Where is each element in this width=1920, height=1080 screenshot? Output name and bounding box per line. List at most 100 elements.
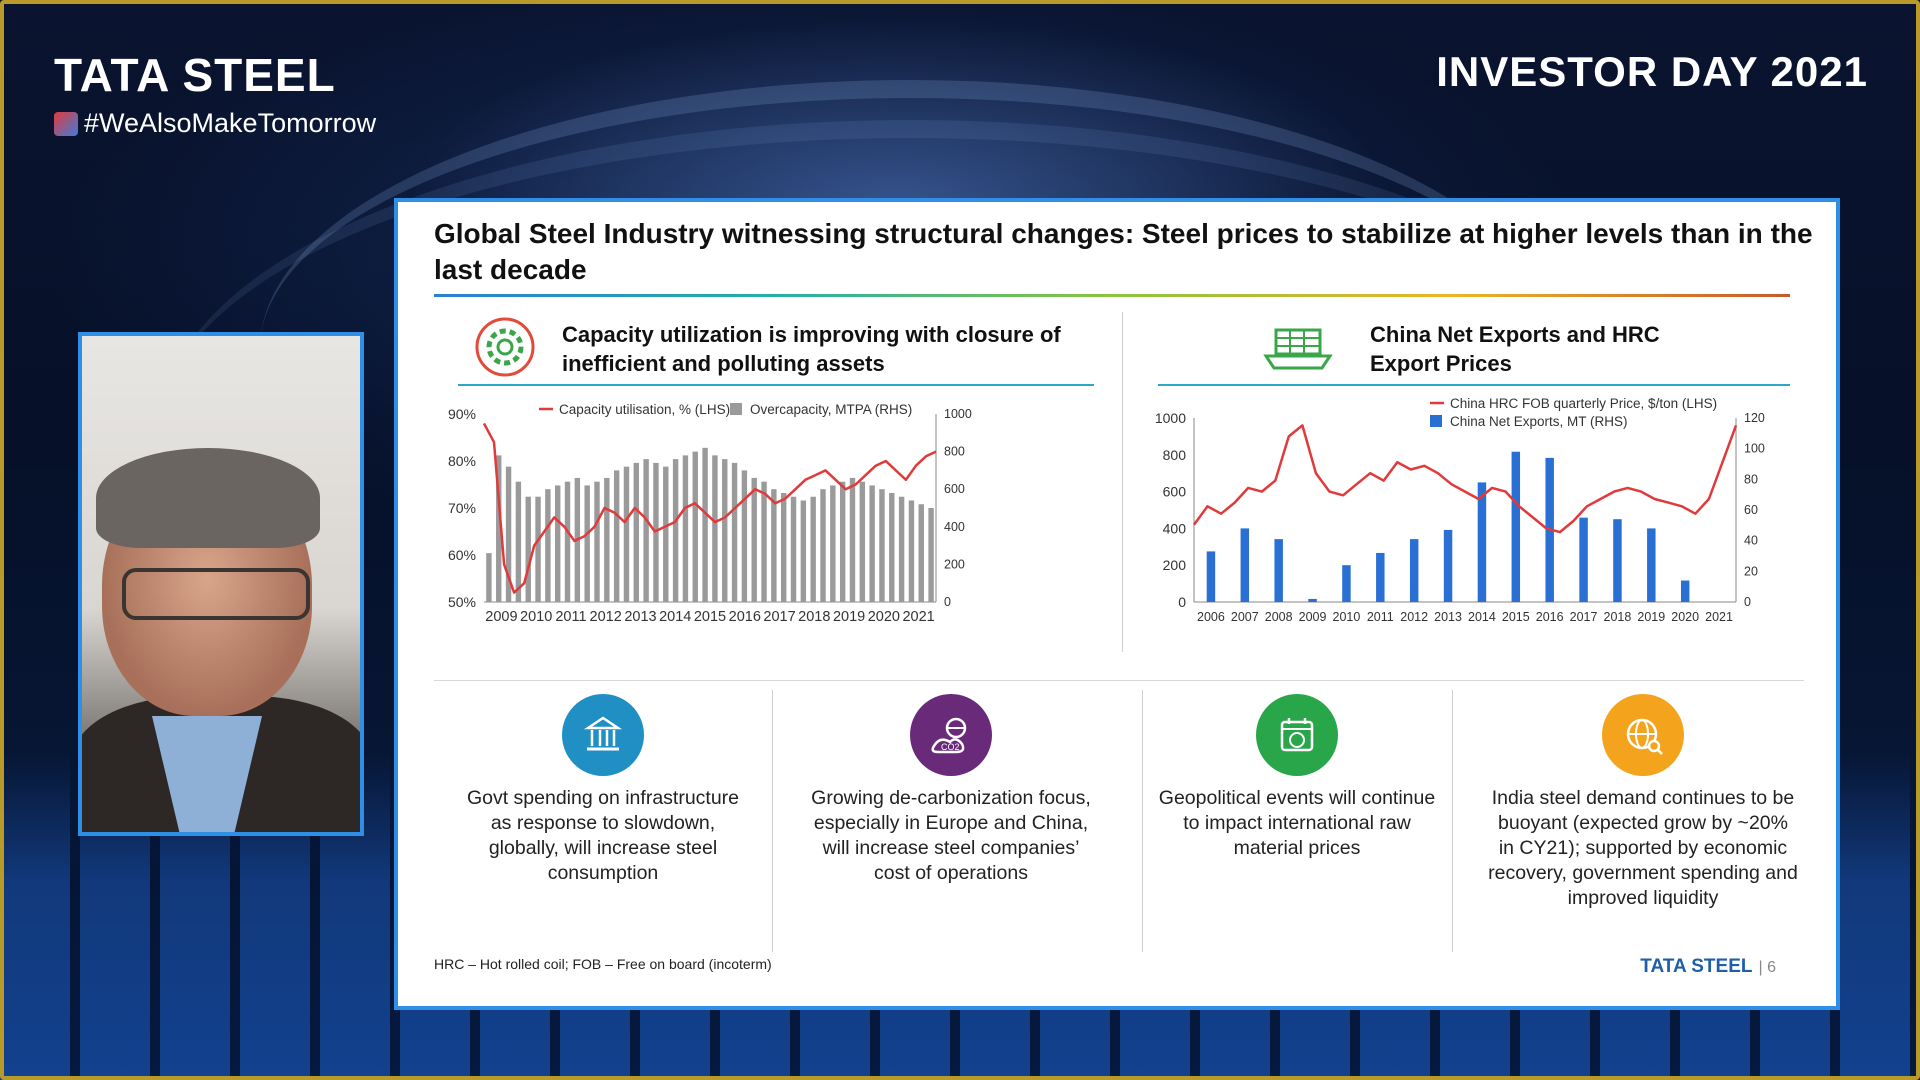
data-bar	[633, 462, 640, 602]
x-tick-label: 2018	[798, 609, 830, 625]
y-left-tick-label: 70%	[448, 500, 476, 516]
page-number: | 6	[1758, 959, 1776, 976]
data-bar	[879, 489, 885, 602]
data-line	[1192, 424, 1738, 534]
footer-logo: TATA STEEL	[1640, 956, 1753, 977]
data-bar	[643, 459, 649, 602]
data-bar	[1409, 539, 1419, 602]
x-tick-label: 2015	[694, 609, 726, 625]
bullet-text: Geopolitical events will continue to imp…	[1158, 787, 1436, 859]
data-bar	[800, 500, 807, 602]
data-bar	[535, 496, 541, 602]
data-bar	[771, 489, 777, 602]
data-bar	[505, 466, 512, 602]
x-tick-label: 2006	[1197, 610, 1225, 624]
x-tick-label: 2014	[659, 609, 691, 625]
y-right-tick-label: 1000	[944, 407, 972, 421]
data-bar	[810, 496, 816, 602]
y-right-tick-label: 0	[944, 595, 951, 609]
x-tick-label: 2016	[729, 609, 761, 625]
data-bar	[653, 462, 659, 602]
y-right-tick-label: 60	[1744, 503, 1758, 517]
legend-bar-swatch	[730, 403, 742, 415]
speaker-video[interactable]	[78, 332, 364, 836]
data-bar	[790, 496, 797, 602]
data-line	[482, 422, 937, 594]
y-right-tick-label: 20	[1744, 564, 1758, 578]
data-bar	[1308, 598, 1317, 602]
data-bar	[1240, 528, 1250, 602]
legend-bar-swatch	[1430, 415, 1442, 427]
bullet-decarbonization: CO2 Growing de-carbonization focus, espe…	[806, 694, 1096, 886]
x-tick-label: 2019	[833, 609, 865, 625]
x-tick-label: 2020	[868, 609, 900, 625]
data-bar	[594, 481, 600, 602]
y-right-tick-label: 800	[944, 445, 965, 459]
legend-label: Overcapacity, MTPA (RHS)	[750, 402, 912, 417]
hashtag: #WeAlsoMakeTomorrow	[54, 108, 376, 139]
y-right-tick-label: 200	[944, 557, 965, 571]
x-tick-label: 2019	[1637, 610, 1665, 624]
presentation-slide: Global Steel Industry witnessing structu…	[394, 198, 1840, 1010]
data-bar	[722, 459, 728, 602]
tata-steel-logo: TATA STEEL	[54, 49, 336, 101]
data-bar	[889, 492, 895, 602]
svg-text:CO2: CO2	[941, 742, 960, 752]
y-left-tick-label: 60%	[448, 547, 476, 563]
data-bar	[918, 504, 924, 602]
x-tick-label: 2018	[1604, 610, 1632, 624]
data-bar	[820, 489, 826, 602]
x-tick-label: 2017	[763, 609, 795, 625]
data-bar	[830, 485, 836, 602]
data-bar	[741, 470, 748, 602]
data-bar	[486, 553, 492, 602]
y-right-tick-label: 100	[1744, 442, 1765, 456]
bullet-text: Growing de-carbonization focus, especial…	[811, 787, 1091, 884]
data-bar	[1274, 539, 1283, 602]
y-right-tick-label: 120	[1744, 411, 1765, 425]
data-bar	[525, 496, 531, 602]
y-left-tick-label: 200	[1163, 557, 1187, 573]
title-rule	[434, 294, 1790, 297]
x-tick-label: 2016	[1536, 610, 1564, 624]
panel-divider	[1122, 312, 1123, 652]
data-bar	[1443, 529, 1453, 602]
x-tick-label: 2008	[1265, 610, 1293, 624]
legend-label: China HRC FOB quarterly Price, $/ton (LH…	[1450, 396, 1717, 411]
slide-title: Global Steel Industry witnessing structu…	[434, 218, 1813, 285]
hashtag-text: #WeAlsoMakeTomorrow	[84, 108, 377, 138]
data-bar	[554, 485, 561, 602]
data-bar	[604, 477, 610, 602]
left-panel-rule	[458, 384, 1094, 386]
y-right-tick-label: 80	[1744, 472, 1758, 486]
data-bar	[928, 508, 934, 602]
data-bar	[623, 466, 630, 602]
brand-block: TATA STEEL #WeAlsoMakeTomorrow	[54, 48, 376, 139]
bullet-geopolitical: Geopolitical events will continue to imp…	[1152, 694, 1442, 861]
bullet-divider	[772, 690, 773, 952]
data-bar	[1680, 580, 1690, 602]
bullet-text: Govt spending on infrastructure as respo…	[466, 787, 740, 884]
data-bar	[1342, 565, 1351, 602]
bullet-india-demand: India steel demand continues to be buoya…	[1488, 694, 1798, 911]
data-bar	[849, 477, 856, 602]
data-bar	[839, 481, 846, 602]
cargo-ship-icon	[1263, 328, 1333, 370]
data-bar	[545, 489, 551, 602]
x-tick-label: 2013	[1434, 610, 1462, 624]
x-tick-label: 2012	[1400, 610, 1428, 624]
data-bar	[1511, 451, 1521, 602]
right-panel-title: China Net Exports and HRC Export Prices	[1370, 322, 1660, 376]
y-right-tick-label: 400	[944, 520, 965, 534]
speaker-hair	[96, 448, 320, 548]
china-exports-chart: China HRC FOB quarterly Price, $/ton (LH…	[1155, 396, 1765, 624]
left-panel-title: Capacity utilization is improving with c…	[562, 322, 1061, 376]
y-left-tick-label: 600	[1163, 484, 1187, 500]
x-tick-label: 2015	[1502, 610, 1530, 624]
x-tick-label: 2009	[1299, 610, 1327, 624]
data-bar	[908, 500, 915, 602]
data-bar	[682, 455, 689, 602]
data-bar	[663, 466, 669, 602]
y-left-tick-label: 90%	[448, 406, 476, 422]
data-bar	[496, 455, 502, 602]
